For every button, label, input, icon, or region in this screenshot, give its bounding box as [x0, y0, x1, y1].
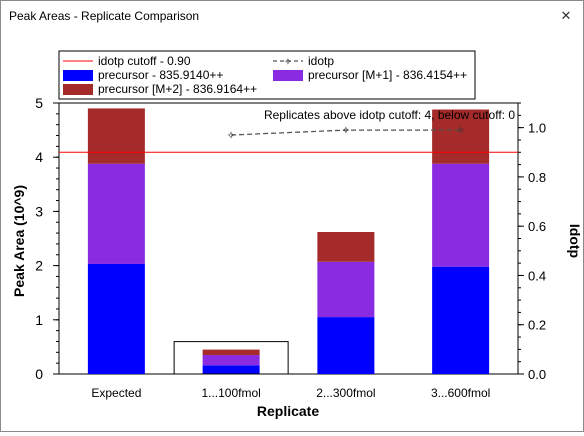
- peak-area-chart: 0 1 2 3 4 5 0.0 0.2 0.4 0.6 0.8 1.0 Expected 1...100f…: [11, 50, 583, 419]
- x-tick-label: 1...100fmol: [201, 386, 260, 400]
- cutoff-annotation: Replicates above idotp cutoff: 4, below …: [264, 108, 515, 122]
- y-tick-label: 3: [35, 203, 43, 219]
- idotp-series-line: [231, 129, 461, 136]
- legend-box: [58, 50, 476, 100]
- bar-1: [317, 317, 375, 374]
- y2-tick-label: 0.2: [528, 318, 546, 333]
- close-icon[interactable]: ✕: [560, 8, 572, 23]
- bar-2: [317, 261, 375, 318]
- legend-series-label: precursor [M+1] - 836.4154++: [308, 68, 467, 82]
- y2-tick-label: 0.6: [528, 219, 546, 234]
- x-tick-label: 2...300fmol: [316, 386, 375, 400]
- window-title: Peak Areas - Replicate Comparison: [9, 9, 200, 23]
- legend-series-swatch: [63, 84, 93, 95]
- x-axis-title: Replicate: [257, 403, 319, 419]
- bar-3: [202, 349, 260, 356]
- bar-1: [432, 266, 490, 374]
- y2-tick-label: 0.4: [528, 268, 546, 283]
- idotp-point: ✧: [456, 125, 465, 137]
- y-tick-label: 1: [35, 312, 43, 328]
- y-tick-label: 5: [35, 95, 43, 111]
- legend-idotp-label: idotp: [308, 54, 334, 68]
- y2-tick-label: 0.0: [528, 367, 546, 382]
- legend-series-label: precursor [M+2] - 836.9164++: [98, 82, 257, 96]
- bar-1: [202, 365, 260, 374]
- idotp-point: ✧: [341, 125, 350, 137]
- x-tick-label: 3...600fmol: [431, 386, 490, 400]
- y-tick-label: 2: [35, 258, 43, 274]
- legend-series-swatch: [273, 70, 303, 81]
- bar-2: [432, 163, 490, 267]
- bar-2: [87, 163, 145, 264]
- selected-replicate-box: [173, 341, 289, 375]
- bar-2: [202, 355, 260, 366]
- x-tick-label: Expected: [91, 386, 141, 400]
- bar-1: [87, 263, 145, 374]
- y-tick-label: 4: [35, 149, 43, 165]
- legend-series-swatch: [63, 70, 93, 81]
- legend-idotp-marker: ✧: [284, 57, 292, 68]
- bar-3: [432, 109, 490, 164]
- title-bar: Peak Areas - Replicate Comparison ✕: [1, 1, 583, 32]
- y2-tick-label: 1.0: [528, 121, 546, 136]
- bar-3: [87, 108, 145, 164]
- legend-cutoff-label: idotp cutoff - 0.90: [98, 54, 191, 68]
- chart-container: 0 1 2 3 4 5 0.0 0.2 0.4 0.6 0.8 1.0 Expected 1...100f…: [1, 32, 583, 431]
- idotp-point: ✧: [227, 130, 236, 142]
- y2-tick-label: 0.8: [528, 170, 546, 185]
- y-tick-label: 0: [35, 366, 43, 382]
- y2-axis-title: Idotp: [567, 224, 583, 258]
- y-axis-title: Peak Area (10^9): [11, 185, 27, 297]
- legend-series-label: precursor - 835.9140++: [98, 68, 223, 82]
- bar-3: [317, 231, 375, 262]
